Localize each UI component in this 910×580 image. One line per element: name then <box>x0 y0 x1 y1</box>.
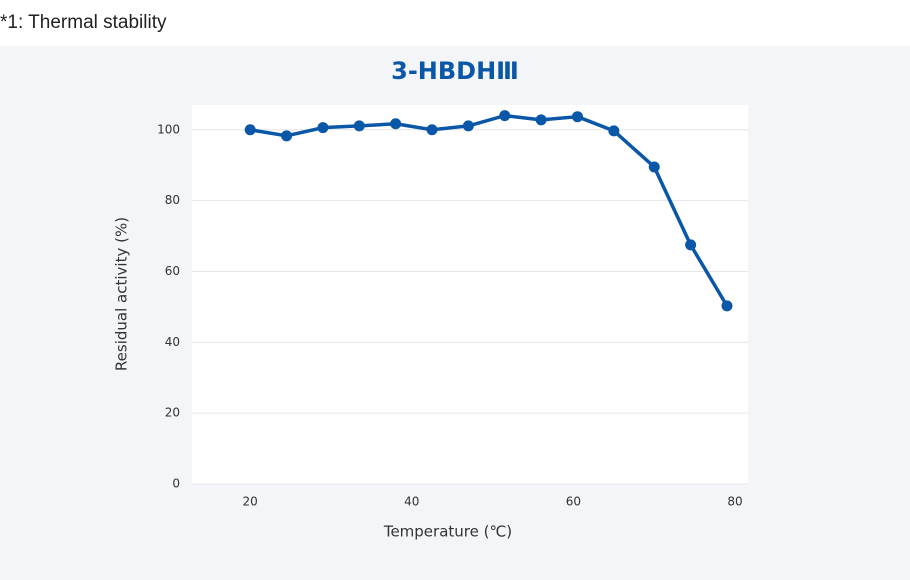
y-tick-label: 40 <box>165 335 180 349</box>
point <box>353 120 365 132</box>
point <box>390 118 402 130</box>
plot-area <box>192 105 748 484</box>
x-tick-label: 20 <box>243 495 258 509</box>
point <box>685 239 697 251</box>
point <box>281 130 293 142</box>
chart-title: 3-HBDHⅢ <box>391 57 519 85</box>
point <box>499 110 511 122</box>
point <box>462 120 474 132</box>
y-tick-label: 80 <box>165 193 180 207</box>
y-axis-label: Residual activity (%) <box>113 217 131 371</box>
y-tick-label: 60 <box>165 264 180 278</box>
y-tick-label: 20 <box>165 406 180 420</box>
point <box>648 161 660 173</box>
chart: 3-HBDHⅢ Temperature (℃) Residual activit… <box>113 57 748 541</box>
point <box>317 122 329 134</box>
point <box>721 300 733 312</box>
y-tick-label: 100 <box>157 122 180 136</box>
point <box>244 124 256 136</box>
point <box>426 124 438 136</box>
point <box>608 125 620 137</box>
heading: *1: Thermal stability <box>0 12 167 33</box>
x-tick-label: 80 <box>727 495 742 509</box>
y-tick-label: 0 <box>172 477 180 491</box>
point <box>535 114 547 126</box>
x-axis-label: Temperature (℃) <box>383 523 512 541</box>
point <box>571 111 583 123</box>
line <box>249 113 729 307</box>
x-tick-label: 60 <box>566 495 581 509</box>
x-tick-label: 40 <box>404 495 419 509</box>
